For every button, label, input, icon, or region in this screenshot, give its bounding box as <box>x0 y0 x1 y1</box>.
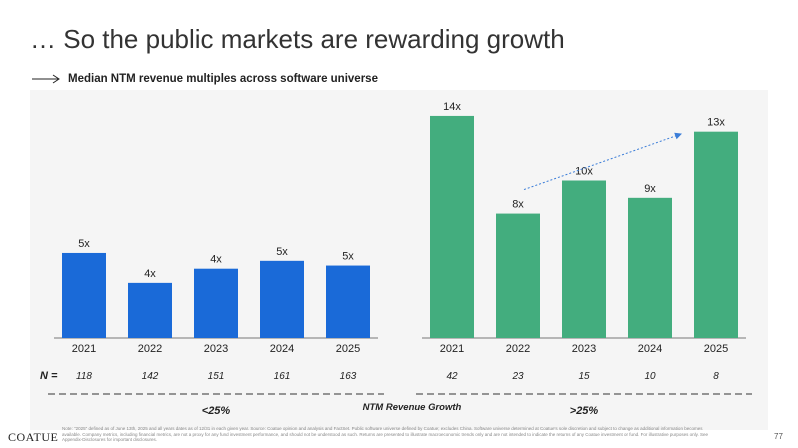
bar <box>430 115 474 338</box>
trend-arrow-head-icon <box>674 132 682 140</box>
bar <box>496 213 540 338</box>
n-label: N = <box>40 370 58 382</box>
n-count: 161 <box>274 371 291 382</box>
n-count: 142 <box>142 371 159 382</box>
group-label: >25% <box>570 405 599 417</box>
bar <box>694 131 738 338</box>
page-number: 77 <box>774 432 783 441</box>
data-label: 14x <box>443 101 461 113</box>
x-tick-label: 2021 <box>440 343 464 355</box>
group-label: <25% <box>202 405 231 417</box>
x-tick-label: 2022 <box>506 343 530 355</box>
n-count: 163 <box>340 371 357 382</box>
bar <box>562 180 606 338</box>
data-label: 9x <box>644 183 656 195</box>
data-label: 5x <box>276 246 288 258</box>
data-label: 8x <box>512 199 524 211</box>
n-count: 23 <box>511 371 524 382</box>
n-count: 42 <box>446 371 458 382</box>
data-label: 13x <box>707 117 725 129</box>
bar <box>128 282 172 338</box>
bar <box>62 252 106 338</box>
chart-panel: N = 5x 2021 118 4x 2022 142 4x 2023 151 5x 2024 161 5… <box>30 90 768 430</box>
x-tick-label: 2022 <box>138 343 162 355</box>
right-arrow-icon <box>32 74 60 84</box>
data-label: 4x <box>210 254 222 266</box>
bar <box>260 260 304 338</box>
x-tick-label: 2025 <box>336 343 360 355</box>
x-tick-label: 2023 <box>204 343 228 355</box>
data-label: 4x <box>144 268 156 280</box>
x-tick-label: 2021 <box>72 343 96 355</box>
bar-chart: N = 5x 2021 118 4x 2022 142 4x 2023 151 5x 2024 161 5… <box>40 101 752 417</box>
brand-logo: COATUE <box>8 430 59 444</box>
n-count: 10 <box>644 371 656 382</box>
page-title: … So the public markets are rewarding gr… <box>30 24 565 54</box>
data-label: 10x <box>575 166 593 178</box>
n-count: 118 <box>76 371 92 382</box>
x-tick-label: 2024 <box>638 343 662 355</box>
x-tick-label: 2024 <box>270 343 294 355</box>
footnote: Note: "2025" defined as of June 13th, 20… <box>62 426 709 442</box>
data-label: 5x <box>342 251 354 263</box>
n-count: 151 <box>208 371 225 382</box>
n-count: 8 <box>713 371 719 382</box>
x-axis-label: NTM Revenue Growth <box>363 402 462 413</box>
data-label: 5x <box>78 238 90 250</box>
chart-subtitle: Median NTM revenue multiples across soft… <box>68 73 378 85</box>
x-tick-label: 2023 <box>572 343 596 355</box>
bar <box>628 197 672 338</box>
x-tick-label: 2025 <box>704 343 728 355</box>
bar <box>194 268 238 338</box>
n-count: 15 <box>578 371 590 382</box>
bar <box>326 265 370 338</box>
